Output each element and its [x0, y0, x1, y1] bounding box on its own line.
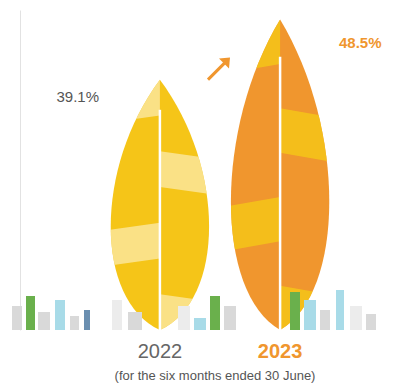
building: [304, 300, 316, 330]
building: [224, 306, 236, 330]
building: [350, 306, 362, 330]
building: [12, 306, 22, 330]
x-axis: 2022 2023: [138, 340, 303, 362]
leaf-stripes: [174, 20, 385, 330]
leaf-bar: [111, 80, 209, 330]
leaf-stripe: [160, 294, 266, 330]
data-label: 48.5%: [339, 34, 382, 51]
leaf-stripe: [174, 20, 280, 83]
leaf: [174, 20, 385, 330]
marks: [54, 20, 385, 330]
arrow: [208, 58, 230, 80]
y-axis-line: [20, 11, 21, 331]
subtitle: (for the six months ended 30 June): [115, 368, 316, 383]
building: [38, 312, 50, 330]
building: [55, 300, 65, 330]
building: [112, 300, 122, 330]
building: [128, 312, 142, 330]
data-label: 39.1%: [56, 88, 99, 105]
arrow-head: [219, 58, 230, 69]
building: [178, 306, 190, 330]
leaf-bar: [231, 20, 329, 330]
building: [194, 318, 206, 330]
leaf-stripe: [54, 80, 160, 131]
y-axis: [20, 11, 21, 331]
leaf-stripe: [280, 286, 385, 330]
building: [26, 296, 35, 330]
building: [210, 296, 220, 330]
building: [290, 292, 300, 330]
building: [320, 310, 330, 330]
skyline: [12, 290, 376, 330]
leaf-stripe: [54, 223, 160, 274]
x-tick-label: 2022: [138, 340, 183, 362]
building: [84, 310, 90, 330]
leaf-stripe: [280, 108, 385, 171]
leaf-vein: [159, 110, 162, 330]
x-tick: 2023: [258, 340, 303, 362]
building: [336, 290, 344, 330]
building: [366, 314, 376, 330]
x-tick: 2022: [138, 340, 183, 362]
leaf-stripe: [174, 197, 280, 260]
x-tick-label: 2023: [258, 340, 303, 362]
chart: 39.1% 48.5% 2022 2023 (for the six months en…: [0, 0, 395, 389]
building: [70, 316, 79, 330]
data-labels: 39.1% 48.5%: [56, 34, 381, 105]
leaf-vein: [279, 57, 282, 330]
